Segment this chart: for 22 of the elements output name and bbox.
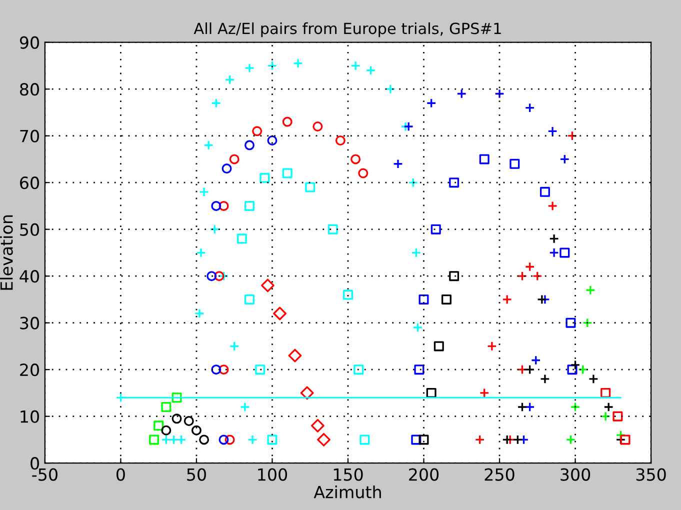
y-tick-label: 90: [20, 36, 39, 49]
x-tick-label: 150: [334, 468, 363, 481]
y-tick-label: 80: [20, 83, 39, 96]
x-tick-label: 200: [409, 468, 439, 481]
x-tick-label: 50: [187, 468, 206, 481]
x-tick-label: 350: [636, 468, 666, 481]
y-tick-label: 30: [20, 316, 39, 330]
x-tick-label: 300: [560, 468, 590, 481]
x-tick-label: -50: [32, 468, 58, 481]
y-tick-label: 0: [30, 457, 39, 470]
x-tick-label: 0: [116, 468, 125, 481]
y-tick-label: 10: [20, 410, 39, 423]
x-tick-label: 100: [258, 468, 288, 481]
chart-title: All Az/El pairs from Europe trials, GPS#1: [194, 22, 501, 38]
y-axis-title: Elevation: [0, 215, 13, 290]
y-tick-label: 20: [20, 364, 39, 376]
y-tick-label: 70: [20, 130, 39, 142]
x-axis-title: Azimuth: [314, 485, 381, 498]
x-tick-label: 250: [484, 468, 514, 481]
y-tick-label: 40: [20, 270, 39, 283]
y-tick-label: 60: [20, 176, 39, 190]
y-tick-label: 50: [20, 223, 39, 236]
